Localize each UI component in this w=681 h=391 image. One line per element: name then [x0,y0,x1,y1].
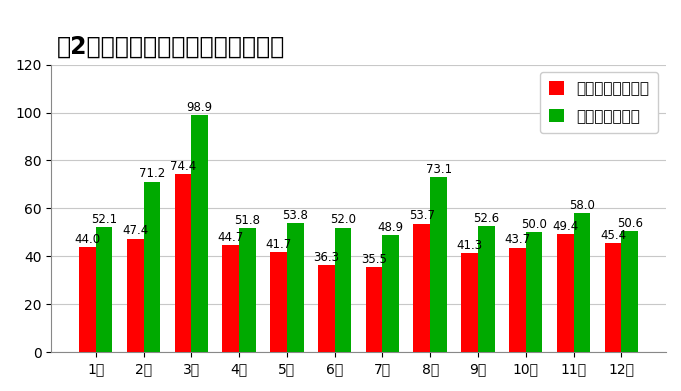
Bar [621,231,638,352]
Text: 36.3: 36.3 [313,251,339,264]
Text: 44.7: 44.7 [218,231,244,244]
Bar [605,244,621,352]
Bar [573,213,590,352]
Text: 74.4: 74.4 [170,160,196,173]
Text: 52.1: 52.1 [91,213,117,226]
Bar [287,223,304,352]
Bar [478,226,494,352]
Text: 53.8: 53.8 [283,209,308,222]
Bar [334,228,351,352]
Text: 47.4: 47.4 [122,224,148,237]
Text: 50.0: 50.0 [521,218,547,231]
Bar [96,227,112,352]
Text: 52.6: 52.6 [473,212,499,225]
Text: 51.8: 51.8 [234,214,260,227]
Text: 98.9: 98.9 [187,101,212,114]
Bar [430,177,447,352]
Bar [191,115,208,352]
Legend: ディズニーランド, ディズニーシー: ディズニーランド, ディズニーシー [539,72,659,133]
Bar [79,247,96,352]
Text: 45.4: 45.4 [600,229,626,242]
Text: 44.0: 44.0 [74,233,101,246]
Bar [509,248,526,352]
Bar [270,252,287,352]
Text: 71.2: 71.2 [139,167,165,180]
Bar [526,232,543,352]
Text: 52.0: 52.0 [330,213,356,226]
Bar [144,181,160,352]
Bar [413,224,430,352]
Text: 41.3: 41.3 [456,239,483,252]
Bar [557,234,573,352]
Bar [239,228,256,352]
Bar [127,239,144,352]
Text: 48.9: 48.9 [378,221,404,234]
Text: 41.7: 41.7 [266,238,291,251]
Text: 【2年間】ディズニー月別混雑状況: 【2年間】ディズニー月別混雑状況 [57,35,285,59]
Text: 73.1: 73.1 [426,163,452,176]
Bar [174,174,191,352]
Text: 50.6: 50.6 [617,217,643,230]
Bar [383,235,399,352]
Bar [223,245,239,352]
Text: 49.4: 49.4 [552,220,578,233]
Text: 58.0: 58.0 [569,199,595,212]
Bar [318,265,334,352]
Bar [461,253,478,352]
Text: 53.7: 53.7 [409,209,435,222]
Text: 43.7: 43.7 [505,233,530,246]
Text: 35.5: 35.5 [361,253,387,266]
Bar [366,267,383,352]
